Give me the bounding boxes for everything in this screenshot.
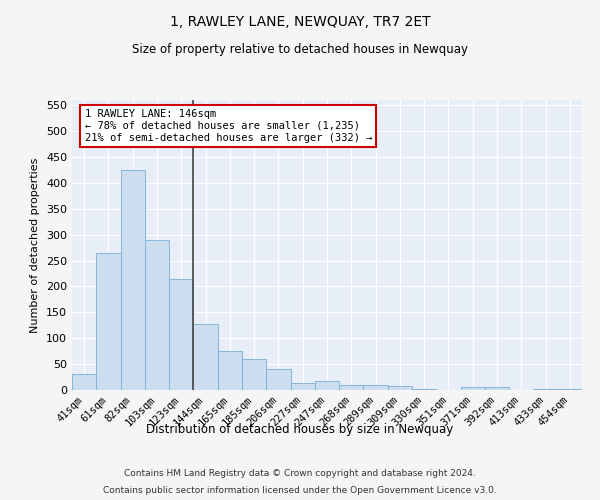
Bar <box>121 170 145 390</box>
Bar <box>412 389 436 390</box>
Bar <box>72 374 96 390</box>
Bar <box>533 389 558 390</box>
Bar <box>290 384 315 390</box>
Text: Distribution of detached houses by size in Newquay: Distribution of detached houses by size … <box>146 422 454 436</box>
Bar <box>388 386 412 390</box>
Y-axis label: Number of detached properties: Number of detached properties <box>31 158 40 332</box>
Bar <box>145 240 169 390</box>
Bar <box>364 385 388 390</box>
Text: 1 RAWLEY LANE: 146sqm
← 78% of detached houses are smaller (1,235)
21% of semi-d: 1 RAWLEY LANE: 146sqm ← 78% of detached … <box>85 110 372 142</box>
Bar <box>266 370 290 390</box>
Bar <box>558 389 582 390</box>
Bar <box>193 324 218 390</box>
Text: 1, RAWLEY LANE, NEWQUAY, TR7 2ET: 1, RAWLEY LANE, NEWQUAY, TR7 2ET <box>170 15 430 29</box>
Bar <box>242 359 266 390</box>
Text: Size of property relative to detached houses in Newquay: Size of property relative to detached ho… <box>132 42 468 56</box>
Bar <box>96 253 121 390</box>
Text: Contains public sector information licensed under the Open Government Licence v3: Contains public sector information licen… <box>103 486 497 495</box>
Bar <box>485 388 509 390</box>
Bar <box>169 278 193 390</box>
Bar <box>339 385 364 390</box>
Bar <box>461 388 485 390</box>
Text: Contains HM Land Registry data © Crown copyright and database right 2024.: Contains HM Land Registry data © Crown c… <box>124 468 476 477</box>
Bar <box>218 350 242 390</box>
Bar <box>315 381 339 390</box>
